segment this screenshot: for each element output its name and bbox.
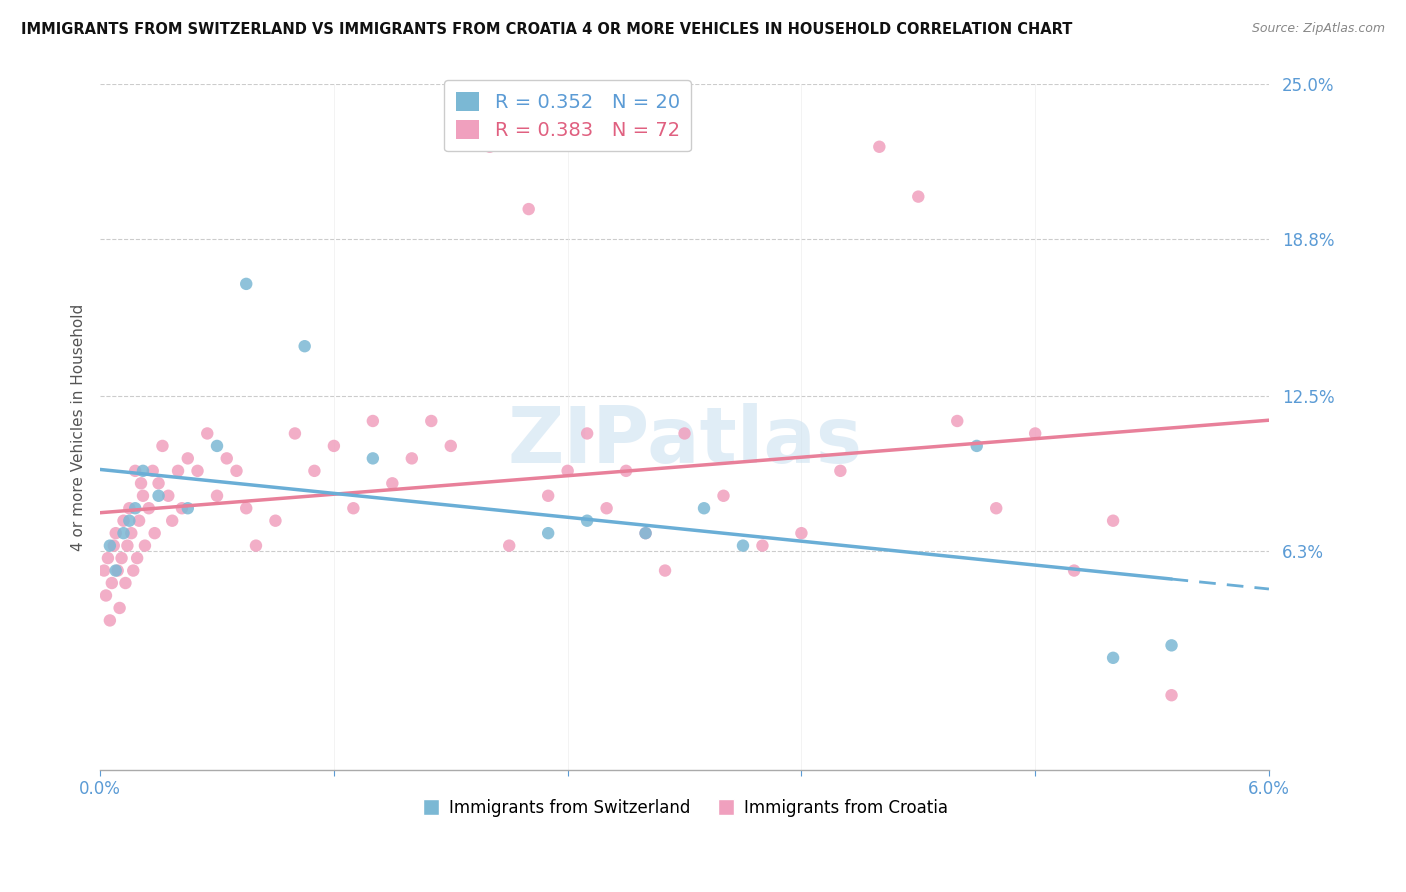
Point — [98, 614, 121, 628]
Text: Source: ZipAtlas.com: Source: ZipAtlas.com — [1251, 22, 1385, 36]
Point — [713, 489, 735, 503]
Point — [129, 476, 152, 491]
Point — [205, 439, 228, 453]
Point — [235, 501, 257, 516]
Point — [120, 526, 142, 541]
Point — [103, 539, 125, 553]
Point — [101, 576, 124, 591]
Point — [148, 489, 170, 503]
Point — [104, 526, 127, 541]
Point — [595, 501, 617, 516]
Point — [124, 501, 146, 516]
Point — [868, 140, 890, 154]
Point — [108, 601, 131, 615]
Point — [177, 451, 200, 466]
Point — [157, 489, 180, 503]
Point — [245, 539, 267, 553]
Point — [966, 439, 988, 453]
Point — [143, 526, 166, 541]
Point — [557, 464, 579, 478]
Point — [134, 539, 156, 553]
Point — [294, 339, 316, 353]
Point — [322, 439, 344, 453]
Point — [693, 501, 716, 516]
Point — [420, 414, 443, 428]
Point — [381, 476, 404, 491]
Point — [117, 539, 139, 553]
Point — [654, 564, 676, 578]
Point — [907, 189, 929, 203]
Point — [107, 564, 129, 578]
Point — [127, 551, 149, 566]
Point — [537, 489, 560, 503]
Point — [1102, 514, 1125, 528]
Point — [634, 526, 657, 541]
Y-axis label: 4 or more Vehicles in Household: 4 or more Vehicles in Household — [72, 303, 86, 551]
Point — [264, 514, 287, 528]
Point — [152, 439, 174, 453]
Point — [401, 451, 423, 466]
Point — [673, 426, 696, 441]
Legend: Immigrants from Switzerland, Immigrants from Croatia: Immigrants from Switzerland, Immigrants … — [415, 792, 955, 823]
Point — [104, 564, 127, 578]
Point — [112, 514, 135, 528]
Point — [634, 526, 657, 541]
Point — [195, 426, 218, 441]
Point — [537, 526, 560, 541]
Point — [946, 414, 969, 428]
Point — [576, 514, 599, 528]
Point — [138, 501, 160, 516]
Point — [731, 539, 754, 553]
Point — [98, 539, 121, 553]
Point — [186, 464, 208, 478]
Point — [132, 464, 155, 478]
Point — [177, 501, 200, 516]
Point — [160, 514, 183, 528]
Point — [342, 501, 364, 516]
Point — [170, 501, 193, 516]
Point — [614, 464, 637, 478]
Point — [205, 489, 228, 503]
Point — [517, 202, 540, 216]
Point — [118, 514, 141, 528]
Point — [97, 551, 120, 566]
Point — [215, 451, 238, 466]
Point — [1160, 688, 1182, 702]
Point — [790, 526, 813, 541]
Point — [498, 539, 520, 553]
Text: ZIPatlas: ZIPatlas — [508, 403, 862, 479]
Point — [361, 414, 384, 428]
Point — [148, 476, 170, 491]
Point — [284, 426, 307, 441]
Point — [478, 140, 501, 154]
Point — [93, 564, 115, 578]
Point — [1024, 426, 1046, 441]
Point — [440, 439, 463, 453]
Point — [118, 501, 141, 516]
Point — [114, 576, 136, 591]
Point — [110, 551, 132, 566]
Point — [1160, 638, 1182, 652]
Point — [142, 464, 165, 478]
Point — [1102, 650, 1125, 665]
Point — [167, 464, 190, 478]
Point — [361, 451, 384, 466]
Point — [751, 539, 773, 553]
Point — [986, 501, 1008, 516]
Point — [576, 426, 599, 441]
Point — [122, 564, 145, 578]
Point — [94, 589, 117, 603]
Point — [235, 277, 257, 291]
Point — [132, 489, 155, 503]
Point — [304, 464, 326, 478]
Point — [128, 514, 150, 528]
Point — [112, 526, 135, 541]
Text: IMMIGRANTS FROM SWITZERLAND VS IMMIGRANTS FROM CROATIA 4 OR MORE VEHICLES IN HOU: IMMIGRANTS FROM SWITZERLAND VS IMMIGRANT… — [21, 22, 1073, 37]
Point — [124, 464, 146, 478]
Point — [225, 464, 247, 478]
Point — [830, 464, 852, 478]
Point — [1063, 564, 1085, 578]
